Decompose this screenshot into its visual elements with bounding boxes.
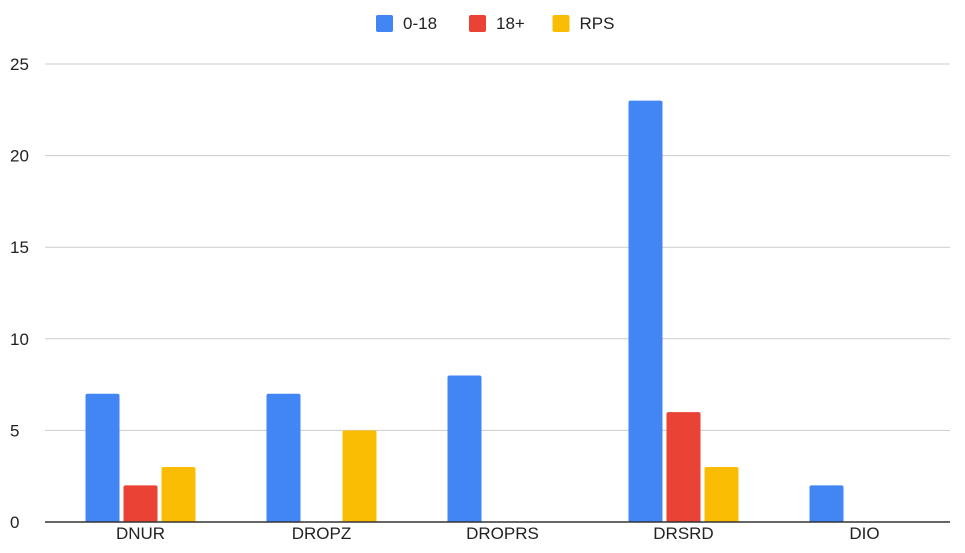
y-tick-label: 0 bbox=[10, 513, 19, 532]
x-tick-label: DRSRD bbox=[653, 524, 713, 543]
bar-0-18-DNUR bbox=[85, 393, 120, 522]
legend-swatch-18+ bbox=[469, 15, 486, 32]
y-tick-label: 20 bbox=[10, 147, 29, 166]
bar-0-18-DROPZ bbox=[266, 393, 301, 522]
bar-RPS-DNUR bbox=[161, 467, 196, 522]
bar-0-18-DIO bbox=[809, 485, 844, 522]
bars bbox=[85, 100, 844, 522]
y-tick-label: 25 bbox=[10, 55, 29, 74]
legend-label: 18+ bbox=[496, 14, 525, 33]
y-tick-label: 10 bbox=[10, 330, 29, 349]
bar-18+-DRSRD bbox=[666, 412, 701, 522]
gridlines bbox=[45, 63, 950, 431]
legend: 0-18 18+ RPS bbox=[376, 14, 614, 33]
x-tick-label: DROPRS bbox=[466, 524, 539, 543]
bar-RPS-DRSRD bbox=[704, 467, 739, 522]
legend-swatch-0-18 bbox=[376, 15, 393, 32]
bar-RPS-DROPZ bbox=[342, 430, 377, 522]
x-axis: DNUR DROPZ DROPRS DRSRD DIO bbox=[45, 521, 950, 543]
x-tick-label: DROPZ bbox=[292, 524, 352, 543]
bar-18+-DNUR bbox=[123, 485, 158, 522]
x-tick-label: DIO bbox=[849, 524, 879, 543]
legend-label: RPS bbox=[580, 14, 615, 33]
y-axis: 0 5 10 15 20 25 bbox=[10, 55, 29, 532]
x-tick-label: DNUR bbox=[116, 524, 165, 543]
bar-0-18-DRSRD bbox=[628, 100, 663, 522]
y-tick-label: 15 bbox=[10, 238, 29, 257]
bar-0-18-DROPRS bbox=[447, 375, 482, 522]
y-tick-label: 5 bbox=[10, 421, 19, 440]
legend-label: 0-18 bbox=[403, 14, 437, 33]
legend-swatch-RPS bbox=[552, 15, 570, 32]
